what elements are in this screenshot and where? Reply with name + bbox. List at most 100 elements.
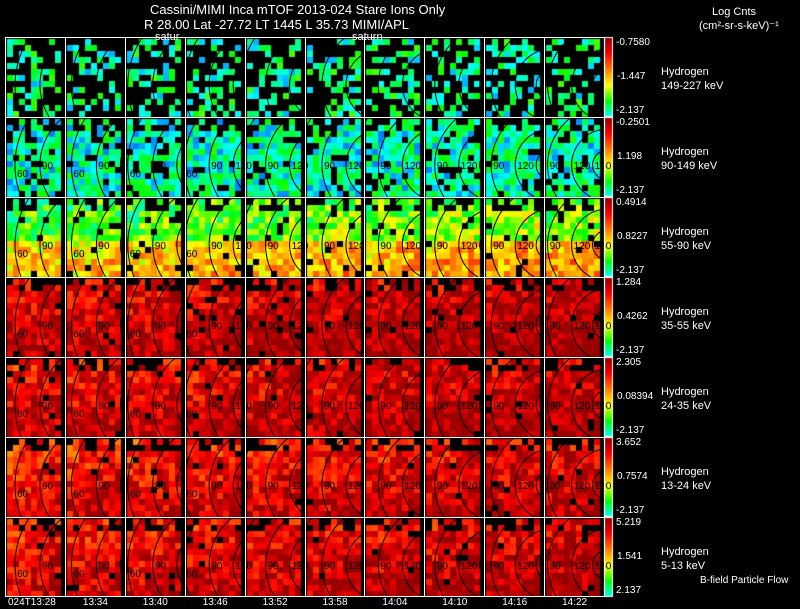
contour-line: [289, 135, 305, 195]
contour-line: [14, 277, 30, 357]
contour-group: 90 120: [434, 357, 485, 438]
contour-label: 120: [461, 321, 478, 332]
contour-line: [232, 538, 245, 592]
contour-line: [490, 117, 515, 198]
contour-label: 90: [324, 161, 336, 172]
contour-line: [127, 117, 143, 197]
contour-label: 60: [17, 249, 29, 260]
contour-line: [458, 450, 484, 518]
contour-line: [152, 277, 177, 358]
contour-line: [422, 160, 425, 170]
species-label: Hydrogen: [661, 546, 709, 558]
contour-group: 90 120: [490, 117, 544, 198]
contour-line: [535, 391, 544, 419]
contour-label: 90: [42, 401, 54, 412]
contour-label: 90: [98, 401, 110, 412]
contour-line: [479, 234, 485, 256]
contour-line: [458, 130, 484, 198]
contour-group: 90 120: [434, 277, 485, 358]
contour-group: 90 120: [490, 517, 544, 598]
contour-line: [514, 129, 544, 198]
contour-label: 90: [550, 241, 562, 252]
contour-line: [289, 215, 305, 275]
species-label: Hydrogen: [661, 66, 709, 78]
contour-line: [479, 154, 485, 176]
contour-line: [305, 437, 312, 448]
contour-line: [95, 197, 120, 278]
contour-line: [458, 370, 484, 438]
contour-label: 150: [595, 561, 612, 572]
contour-line: [479, 74, 485, 96]
contour-label: 60: [73, 169, 85, 180]
contour-label: 90: [324, 241, 336, 252]
contour-line: [208, 357, 233, 438]
contour-label: 120: [517, 161, 534, 172]
contour-label: 60: [17, 169, 29, 180]
contour-line: [401, 51, 424, 118]
species-label: Hydrogen: [661, 466, 709, 478]
contour-line: [208, 197, 233, 278]
contour-line: [95, 277, 120, 358]
contour-label: 90: [42, 481, 54, 492]
contour-line: [265, 197, 290, 278]
energy-range-label: 90-149 keV: [661, 160, 718, 172]
contour-label: 90: [268, 161, 280, 172]
contour-label: 90: [211, 561, 223, 572]
contour-line: [127, 437, 143, 517]
contour-label: 120: [235, 401, 252, 412]
contour-label: 120: [517, 241, 534, 252]
contour-label: 60: [186, 489, 198, 500]
contour-label: 90: [42, 241, 54, 252]
contour-group: 90 120 150: [547, 197, 612, 278]
energy-range-label: 35-55 keV: [661, 320, 712, 332]
contour-group: 60 90 120: [184, 357, 252, 438]
contour-label: 90: [155, 561, 167, 572]
contour-line: [514, 369, 544, 438]
contour-group: 60 90 120: [184, 197, 252, 278]
contour-label: 90: [268, 481, 280, 492]
contour-line: [422, 400, 425, 410]
contour-line: [377, 517, 402, 598]
contour-group: 60 90: [127, 517, 185, 598]
contour-line: [95, 517, 120, 598]
contour-line: [592, 389, 605, 421]
colorbar-min-label: -2.137: [616, 505, 645, 516]
colorbar-max-label: 0.4914: [616, 197, 647, 208]
contour-line: [422, 560, 425, 570]
species-label: Hydrogen: [661, 386, 709, 398]
contour-group: 90 120: [364, 117, 425, 198]
contour-line: [265, 117, 290, 198]
contour-group: 60 90: [14, 117, 66, 198]
contour-line: [127, 277, 143, 357]
contour-label: 60: [186, 569, 198, 580]
contour-group: 90 120: [244, 277, 309, 358]
contour-line: [401, 211, 424, 278]
contour-line: [535, 471, 544, 499]
contour-line: [232, 458, 245, 512]
contour-line: [377, 437, 402, 518]
contour-label: 150: [595, 161, 612, 172]
contour-label: 90: [493, 321, 505, 332]
contour-group: 60 90: [127, 437, 185, 518]
contour-line: [345, 133, 365, 197]
contour-line: [184, 37, 200, 117]
contour-line: [232, 298, 245, 352]
contour-line: [592, 469, 605, 501]
contour-line: [547, 197, 572, 278]
contour-line: [401, 531, 424, 598]
contour-line: [422, 80, 425, 90]
colorbar-min-label: -2.137: [616, 345, 645, 356]
contour-label: 120: [292, 161, 309, 172]
contour-label: 150: [595, 321, 612, 332]
contour-line: [401, 131, 424, 198]
contour-label: 120: [292, 401, 309, 412]
colorbar-max-label: 1.284: [616, 277, 642, 288]
contour-label: 120: [574, 241, 591, 252]
contour-label: 90: [324, 401, 336, 412]
contour-label: 120: [348, 321, 365, 332]
contour-label: 120: [348, 481, 365, 492]
contour-label: 90: [155, 481, 167, 492]
contour-line: [14, 517, 30, 597]
energy-range-label: 55-90 keV: [661, 240, 712, 252]
colorbar-mid-label: 0.08394: [617, 391, 654, 402]
